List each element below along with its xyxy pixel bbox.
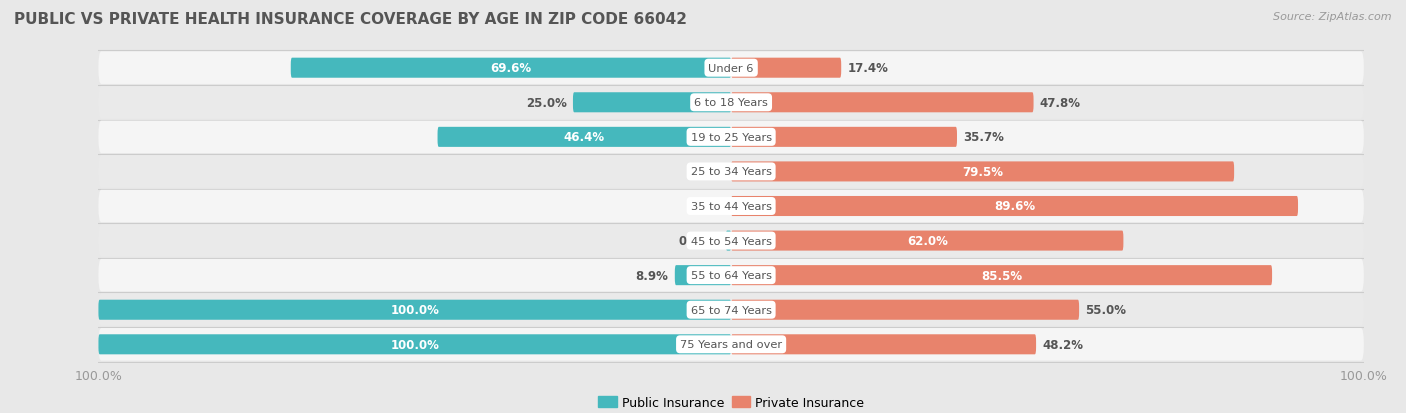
Text: PUBLIC VS PRIVATE HEALTH INSURANCE COVERAGE BY AGE IN ZIP CODE 66042: PUBLIC VS PRIVATE HEALTH INSURANCE COVER… (14, 12, 688, 27)
Text: 48.2%: 48.2% (1042, 338, 1084, 351)
Text: 62.0%: 62.0% (907, 235, 948, 247)
FancyBboxPatch shape (437, 128, 731, 147)
Text: 35.7%: 35.7% (963, 131, 1004, 144)
FancyBboxPatch shape (731, 300, 1078, 320)
Text: 46.4%: 46.4% (564, 131, 605, 144)
FancyBboxPatch shape (98, 87, 1364, 119)
Text: 45 to 54 Years: 45 to 54 Years (690, 236, 772, 246)
Text: 100.0%: 100.0% (391, 304, 439, 316)
FancyBboxPatch shape (731, 59, 841, 78)
Text: Source: ZipAtlas.com: Source: ZipAtlas.com (1274, 12, 1392, 22)
FancyBboxPatch shape (731, 162, 1234, 182)
Text: 75 Years and over: 75 Years and over (681, 339, 782, 349)
FancyBboxPatch shape (675, 266, 731, 285)
FancyBboxPatch shape (574, 93, 731, 113)
Text: 55.0%: 55.0% (1085, 304, 1126, 316)
Text: 0.0%: 0.0% (692, 200, 725, 213)
Text: 47.8%: 47.8% (1040, 97, 1081, 109)
Legend: Public Insurance, Private Insurance: Public Insurance, Private Insurance (593, 391, 869, 413)
FancyBboxPatch shape (731, 128, 957, 147)
FancyBboxPatch shape (731, 335, 1036, 354)
FancyBboxPatch shape (731, 266, 1272, 285)
FancyBboxPatch shape (725, 231, 731, 251)
FancyBboxPatch shape (291, 59, 731, 78)
Text: 35 to 44 Years: 35 to 44 Years (690, 202, 772, 211)
FancyBboxPatch shape (731, 93, 1033, 113)
Text: 0.83%: 0.83% (679, 235, 720, 247)
FancyBboxPatch shape (98, 335, 731, 354)
FancyBboxPatch shape (98, 294, 1364, 326)
Text: 17.4%: 17.4% (848, 62, 889, 75)
Text: 65 to 74 Years: 65 to 74 Years (690, 305, 772, 315)
FancyBboxPatch shape (731, 197, 1298, 216)
FancyBboxPatch shape (98, 121, 1364, 154)
Text: Under 6: Under 6 (709, 64, 754, 74)
Text: 8.9%: 8.9% (636, 269, 668, 282)
FancyBboxPatch shape (98, 225, 1364, 257)
Text: 6 to 18 Years: 6 to 18 Years (695, 98, 768, 108)
FancyBboxPatch shape (98, 328, 1364, 361)
Text: 55 to 64 Years: 55 to 64 Years (690, 271, 772, 280)
FancyBboxPatch shape (98, 190, 1364, 223)
Text: 69.6%: 69.6% (491, 62, 531, 75)
FancyBboxPatch shape (731, 231, 1123, 251)
Text: 85.5%: 85.5% (981, 269, 1022, 282)
Text: 0.0%: 0.0% (692, 166, 725, 178)
FancyBboxPatch shape (98, 300, 731, 320)
Text: 89.6%: 89.6% (994, 200, 1035, 213)
Text: 79.5%: 79.5% (962, 166, 1002, 178)
FancyBboxPatch shape (98, 259, 1364, 292)
Text: 25.0%: 25.0% (526, 97, 567, 109)
Text: 100.0%: 100.0% (391, 338, 439, 351)
FancyBboxPatch shape (98, 156, 1364, 188)
Text: 19 to 25 Years: 19 to 25 Years (690, 133, 772, 142)
FancyBboxPatch shape (98, 52, 1364, 85)
Text: 25 to 34 Years: 25 to 34 Years (690, 167, 772, 177)
